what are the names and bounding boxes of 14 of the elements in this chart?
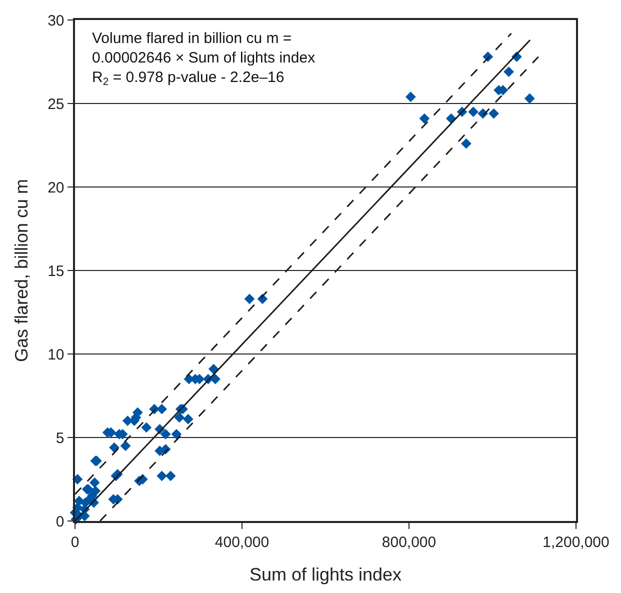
y-axis-title: Gas flared, billion cu m	[11, 178, 32, 362]
y-tick-label: 0	[56, 513, 64, 530]
y-tick-label: 10	[48, 346, 64, 364]
x-tick-label: 0	[70, 534, 80, 551]
y-tick-label: 25	[48, 96, 64, 113]
x-tick-label: 1,200,000	[542, 534, 610, 551]
y-tick-label: 5	[56, 430, 64, 447]
y-tick-label: 30	[48, 12, 64, 30]
y-tick-label: 15	[48, 262, 64, 280]
x-tick-label: 400,000	[214, 534, 270, 551]
x-axis-title: Sum of lights index	[249, 564, 402, 584]
y-tick-label: 20	[48, 179, 64, 196]
annotation: Volume flared in billion cu m = 0.00002646 × Sum of lights index R$_{2}$ = 0.978 p-value - 2.2e–16	[92, 30, 316, 88]
x-tick-label: 800,000	[382, 534, 436, 551]
